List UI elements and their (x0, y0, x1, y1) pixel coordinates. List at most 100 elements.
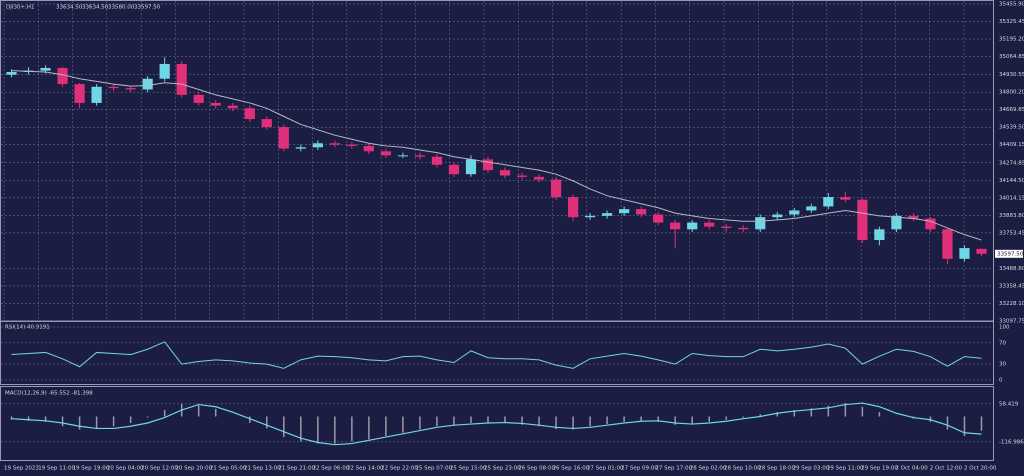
x-tick-label: 2 Oct 04:00 (895, 466, 928, 472)
candle-body (908, 215, 919, 219)
x-tick-label: 19 Sep 2023 (4, 466, 39, 472)
ohlc-close: 33597.50 (134, 5, 161, 11)
x-tick-label: 27 Sep 09:00 (621, 466, 658, 472)
x-tick-label: 29 Sep 19:00 (861, 466, 898, 472)
candle-body (687, 222, 698, 230)
candle-body (789, 210, 800, 215)
ohlc-high: 33634.50 (82, 5, 109, 11)
y-tick-label: 100 (999, 325, 1010, 331)
macd-panel (0, 386, 994, 461)
candle-body (636, 209, 647, 215)
x-tick-label: 26 Sep 08:00 (518, 466, 555, 472)
candle-body (159, 63, 170, 79)
x-tick-label: 26 Sep 16:00 (553, 466, 590, 472)
candle-body (397, 155, 409, 157)
x-tick-label: 25 Sep 23:00 (484, 466, 521, 472)
y-tick-label: 33228.10 (999, 301, 1024, 307)
candle-body (414, 155, 426, 157)
x-tick-label: 21 Sep 05:00 (210, 466, 247, 472)
candle-body (74, 84, 85, 103)
candle-body (380, 151, 391, 156)
x-tick-label: 20 Sep 04:00 (107, 466, 144, 472)
x-tick-label: 19 Sep 11:00 (38, 466, 75, 472)
candle-body (278, 127, 289, 149)
x-tick-label: 25 Sep 15:00 (450, 466, 487, 472)
candle-body (653, 214, 664, 223)
candle-body (142, 78, 153, 90)
rsi-panel (0, 321, 994, 385)
x-tick-label: 29 Sep 11:00 (827, 466, 864, 472)
candle-body (925, 218, 936, 230)
candle-body (6, 72, 17, 75)
x-tick-label: 22 Sep 06:00 (313, 466, 350, 472)
candle-body (584, 215, 596, 218)
y-tick-label: 34014.15 (999, 195, 1024, 201)
x-tick-label: 28 Sep 18:00 (758, 466, 795, 472)
y-tick-label: 34274.85 (999, 160, 1024, 166)
candle-body (210, 102, 221, 106)
y-tick-label: 34800.20 (999, 90, 1024, 96)
candle-body (874, 229, 885, 241)
y-tick-label: 33488.80 (999, 266, 1024, 272)
y-tick-label: 33753.45 (999, 230, 1024, 236)
candle-body (363, 145, 374, 152)
y-tick-label: 35325.45 (999, 19, 1024, 25)
y-tick-label: 33097.75 (999, 319, 1024, 325)
x-tick-label: 22 Sep 14:00 (347, 466, 384, 472)
candle-body (465, 159, 477, 175)
candle-body (431, 156, 443, 165)
candle-body (91, 86, 102, 103)
candle-body (193, 94, 204, 103)
candle-body (823, 197, 834, 207)
candle-body (602, 213, 613, 216)
symbol: DJI30+,H1 (6, 5, 34, 11)
candle-body (482, 159, 494, 171)
x-tick-label: 19 Sep 19:00 (73, 466, 110, 472)
y-tick-label: 70 (999, 340, 1006, 346)
y-tick-label: 34539.50 (999, 125, 1024, 131)
candle-body (125, 88, 136, 90)
y-tick-label: 35195.20 (999, 37, 1024, 43)
candle-body (567, 197, 579, 218)
candle-body (959, 248, 970, 259)
candle-body (533, 176, 545, 180)
candle-body (227, 105, 238, 109)
rsi-title: RSI(14) 40.9191 (5, 325, 50, 331)
candle-body (704, 222, 715, 227)
macd-title: MACD(12,26,9) -65.552 -81.398 (5, 391, 93, 397)
candle-body (261, 119, 272, 128)
x-tick-label: 2 Oct 20:00 (964, 466, 997, 472)
y-tick-label: 58.419 (999, 401, 1019, 407)
candle-body (295, 147, 306, 149)
candle-body (108, 86, 119, 89)
y-tick-label: 33883.80 (999, 213, 1024, 219)
candle-body (312, 143, 323, 148)
ohlc-low: 33580.00 (108, 5, 135, 11)
candle-body (499, 170, 511, 176)
x-tick-label: 20 Sep 12:00 (141, 466, 178, 472)
signal-line (11, 402, 982, 446)
candle-body (857, 199, 868, 241)
y-tick-label: -116.986 (999, 439, 1024, 445)
ohlc-open: 33634.50 (56, 5, 83, 11)
last-price-label: 33597.50 (997, 251, 1024, 257)
x-tick-label: 28 Sep 02:00 (690, 466, 727, 472)
x-tick-label: 21 Sep 21:00 (278, 466, 315, 472)
candle-body (329, 143, 340, 145)
x-tick-label: 29 Sep 03:00 (793, 466, 830, 472)
candle-body (976, 248, 987, 254)
candle-body (738, 227, 749, 230)
y-tick-label: 34669.85 (999, 107, 1024, 113)
candle-body (942, 229, 953, 259)
y-tick-label: 0 (999, 378, 1003, 384)
candle-body (57, 67, 68, 85)
y-tick-label: 33358.45 (999, 283, 1024, 289)
values-line (11, 341, 982, 369)
x-tick-label: 21 Sep 13:00 (244, 466, 281, 472)
x-tick-label: 27 Sep 01:00 (587, 466, 624, 472)
candle-body (516, 175, 528, 177)
candle-body (346, 144, 357, 146)
last-price-box (995, 249, 1023, 258)
